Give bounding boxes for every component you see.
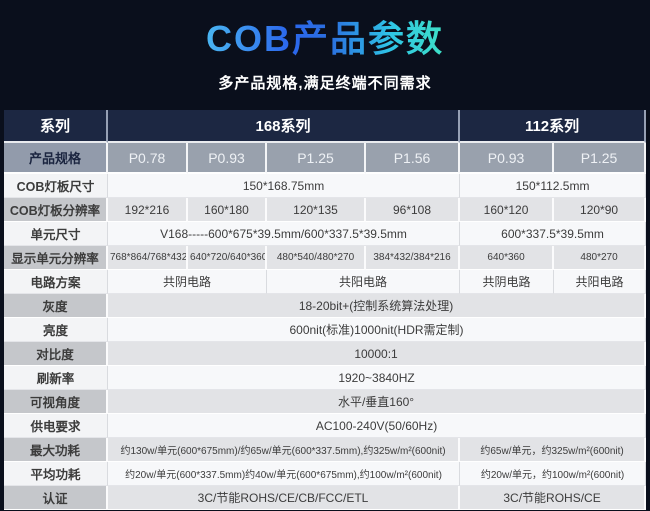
value-cell: 480*540/480*270	[267, 246, 366, 270]
value-cell: 600*337.5*39.5mm	[460, 222, 647, 246]
row-label: 电路方案	[4, 270, 108, 294]
series-group-112: 112系列	[460, 110, 647, 143]
spec-value-cell: P0.93	[460, 143, 555, 174]
value-cell: 3C/节能ROHS/CE	[460, 486, 647, 510]
row-label: 认证	[4, 486, 108, 510]
value-cell: 约130w/单元(600*675mm)/约65w/单元(600*337.5mm)…	[108, 438, 461, 462]
value-cell: 120*135	[267, 198, 366, 222]
value-cell: 共阴电路	[460, 270, 555, 294]
table-row-display-unit-resolution: 显示单元分辨率 768*864/768*432 640*720/640*360 …	[4, 246, 647, 270]
value-cell: 150*168.75mm	[108, 174, 461, 198]
value-cell: 160*120	[460, 198, 555, 222]
value-cell: 96*108	[366, 198, 461, 222]
value-cell: V168-----600*675*39.5mm/600*337.5*39.5mm	[108, 222, 461, 246]
value-cell: 18-20bit+(控制系统算法处理)	[108, 294, 647, 318]
row-label: 系列	[4, 110, 108, 143]
row-label: 平均功耗	[4, 462, 108, 486]
value-cell: 120*90	[554, 198, 647, 222]
value-cell: 192*216	[108, 198, 188, 222]
spec-table: 系列 168系列 112系列 产品规格 P0.78 P0.93 P1.25 P1…	[4, 110, 647, 510]
page-header: COB产品参数 多产品规格,满足终端不同需求	[0, 0, 650, 110]
value-cell: 640*720/640*360	[188, 246, 267, 270]
value-cell: 约65w/单元，约325w/m²(600nit)	[460, 438, 647, 462]
spec-value-cell: P1.56	[366, 143, 461, 174]
table-row-unit-size: 单元尺寸 V168-----600*675*39.5mm/600*337.5*3…	[4, 222, 647, 246]
series-group-168: 168系列	[108, 110, 461, 143]
row-label: 最大功耗	[4, 438, 108, 462]
value-cell: 水平/垂直160°	[108, 390, 647, 414]
page-title: COB产品参数	[206, 0, 444, 62]
spec-value-cell: P1.25	[554, 143, 647, 174]
row-label: 可视角度	[4, 390, 108, 414]
series-row: 系列 168系列 112系列	[4, 110, 647, 143]
row-label: 显示单元分辨率	[4, 246, 108, 270]
value-cell: 10000:1	[108, 342, 647, 366]
table-row-lamp-resolution: COB灯板分辨率 192*216 160*180 120*135 96*108 …	[4, 198, 647, 222]
table-row-contrast: 对比度 10000:1	[4, 342, 647, 366]
table-row-grayscale: 灰度 18-20bit+(控制系统算法处理)	[4, 294, 647, 318]
value-cell: 约20w/单元(600*337.5mm)约40w/单元(600*675mm),约…	[108, 462, 461, 486]
value-cell: 150*112.5mm	[460, 174, 647, 198]
table-row-lamp-size: COB灯板尺寸 150*168.75mm 150*112.5mm	[4, 174, 647, 198]
table-row-certification: 认证 3C/节能ROHS/CE/CB/FCC/ETL 3C/节能ROHS/CE	[4, 486, 647, 510]
row-label: 单元尺寸	[4, 222, 108, 246]
table-row-viewing-angle: 可视角度 水平/垂直160°	[4, 390, 647, 414]
value-cell: 384*432/384*216	[366, 246, 461, 270]
value-cell: 480*270	[554, 246, 647, 270]
value-cell: 640*360	[460, 246, 555, 270]
value-cell: 160*180	[188, 198, 267, 222]
table-row-avg-power: 平均功耗 约20w/单元(600*337.5mm)约40w/单元(600*675…	[4, 462, 647, 486]
value-cell: 约20w/单元，约100w/m²(600nit)	[460, 462, 647, 486]
spec-value-cell: P1.25	[267, 143, 366, 174]
product-spec-row: 产品规格 P0.78 P0.93 P1.25 P1.56 P0.93 P1.25	[4, 143, 647, 174]
row-label: 亮度	[4, 318, 108, 342]
row-label: 供电要求	[4, 414, 108, 438]
row-label: 产品规格	[4, 143, 108, 174]
value-cell: 共阴电路	[108, 270, 267, 294]
value-cell: AC100-240V(50/60Hz)	[108, 414, 647, 438]
table-row-power-supply: 供电要求 AC100-240V(50/60Hz)	[4, 414, 647, 438]
spec-value-cell: P0.78	[108, 143, 188, 174]
row-label: 灰度	[4, 294, 108, 318]
table-row-refresh-rate: 刷新率 1920~3840HZ	[4, 366, 647, 390]
row-label: COB灯板尺寸	[4, 174, 108, 198]
spec-value-cell: P0.93	[188, 143, 267, 174]
row-label: COB灯板分辨率	[4, 198, 108, 222]
table-row-circuit: 电路方案 共阴电路 共阳电路 共阴电路 共阳电路	[4, 270, 647, 294]
value-cell: 768*864/768*432	[108, 246, 188, 270]
row-label: 对比度	[4, 342, 108, 366]
value-cell: 共阳电路	[267, 270, 461, 294]
row-label: 刷新率	[4, 366, 108, 390]
value-cell: 1920~3840HZ	[108, 366, 647, 390]
value-cell: 3C/节能ROHS/CE/CB/FCC/ETL	[108, 486, 461, 510]
table-row-brightness: 亮度 600nit(标准)1000nit(HDR需定制)	[4, 318, 647, 342]
value-cell: 600nit(标准)1000nit(HDR需定制)	[108, 318, 647, 342]
table-row-max-power: 最大功耗 约130w/单元(600*675mm)/约65w/单元(600*337…	[4, 438, 647, 462]
value-cell: 共阳电路	[554, 270, 647, 294]
page-subtitle: 多产品规格,满足终端不同需求	[218, 75, 432, 92]
